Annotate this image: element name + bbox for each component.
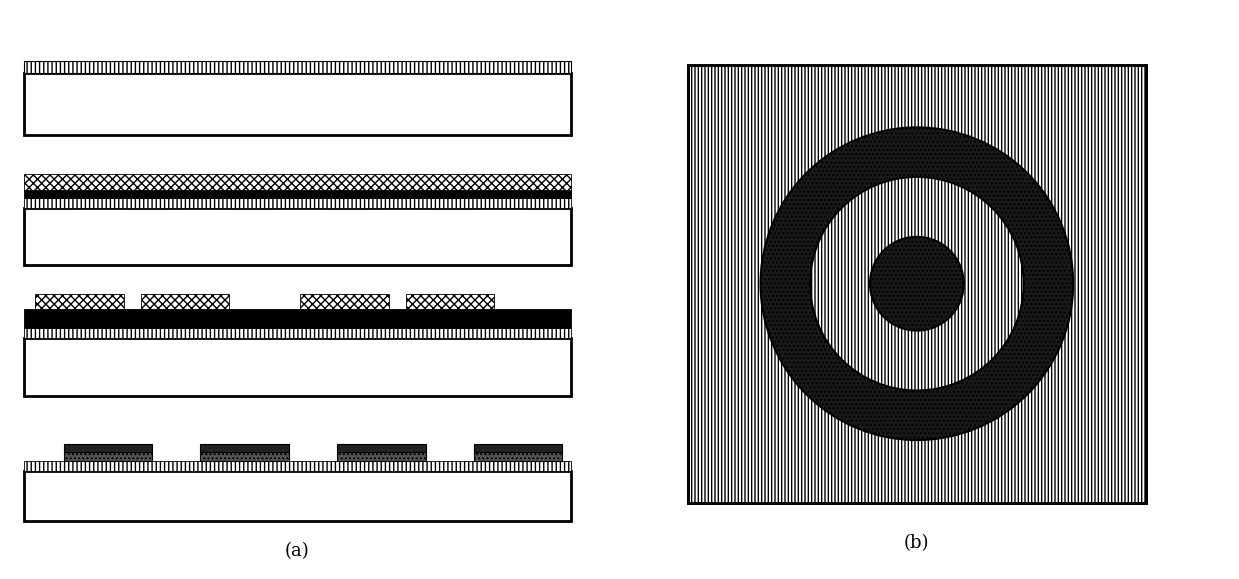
Bar: [405, 294, 494, 309]
Bar: [24, 461, 571, 471]
Bar: [24, 321, 571, 328]
Bar: [63, 444, 152, 452]
Circle shape: [870, 237, 964, 331]
Bar: [688, 65, 1146, 503]
Bar: [688, 65, 1146, 503]
Bar: [475, 444, 563, 452]
Circle shape: [761, 127, 1073, 440]
Bar: [24, 328, 571, 338]
Text: (b): (b): [904, 534, 929, 552]
Text: (a): (a): [285, 542, 310, 560]
Bar: [24, 190, 571, 198]
Bar: [141, 294, 229, 309]
Bar: [24, 174, 571, 190]
Bar: [24, 197, 571, 208]
Bar: [24, 338, 571, 396]
Bar: [24, 309, 571, 321]
Bar: [24, 72, 571, 135]
Bar: [35, 294, 124, 309]
Bar: [24, 61, 571, 72]
Bar: [201, 444, 289, 452]
Bar: [475, 452, 563, 461]
Bar: [201, 452, 289, 461]
Bar: [24, 208, 571, 265]
Bar: [63, 452, 152, 461]
Bar: [337, 444, 426, 452]
Bar: [24, 471, 571, 521]
Bar: [300, 294, 389, 309]
Circle shape: [810, 177, 1023, 390]
Bar: [337, 452, 426, 461]
